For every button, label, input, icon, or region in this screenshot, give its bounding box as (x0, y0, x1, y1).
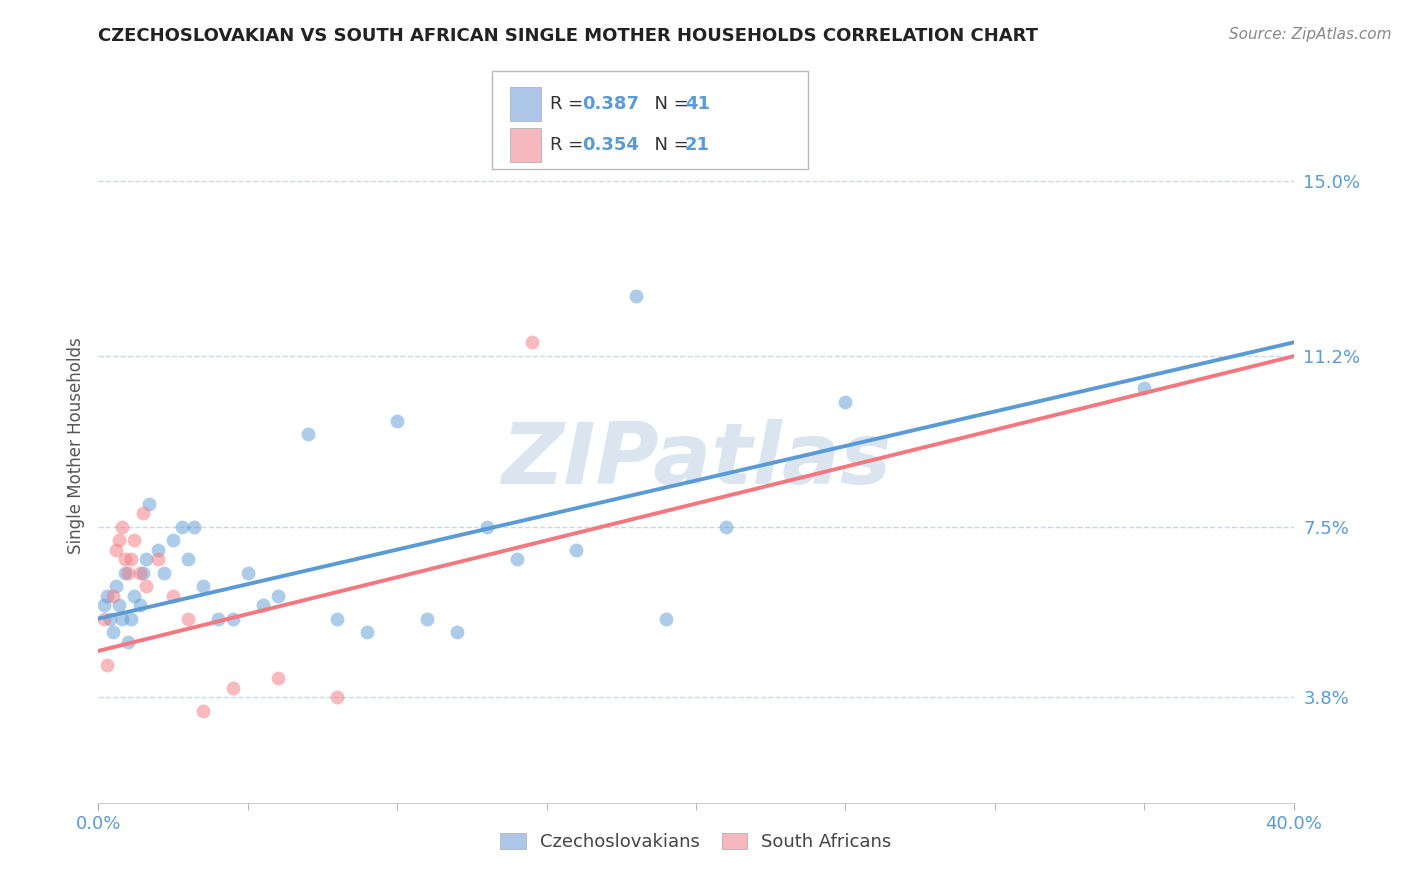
Point (108, 598, 131, 612)
Point (105, 542, 128, 557)
Point (475, 519, 498, 533)
Point (132, 506, 155, 520)
Point (114, 551, 136, 566)
Point (506, 551, 529, 566)
Point (356, 625, 378, 640)
Point (183, 519, 205, 533)
Point (222, 681, 245, 695)
Point (135, 551, 157, 566)
Legend: Czechoslovakians, South Africans: Czechoslovakians, South Africans (494, 825, 898, 858)
Text: N =: N = (643, 95, 695, 113)
Text: CZECHOSLOVAKIAN VS SOUTH AFRICAN SINGLE MOTHER HOUSEHOLDS CORRELATION CHART: CZECHOSLOVAKIAN VS SOUTH AFRICAN SINGLE … (98, 27, 1039, 45)
Point (129, 566, 152, 580)
Point (129, 598, 152, 612)
Text: R =: R = (550, 136, 589, 154)
Point (207, 612, 229, 626)
Point (117, 634, 139, 648)
Text: ZIPatlas: ZIPatlas (501, 418, 891, 502)
Point (108, 533, 131, 548)
Text: N =: N = (643, 136, 695, 154)
Point (132, 566, 155, 580)
Point (120, 612, 142, 626)
Point (93, 612, 115, 626)
Point (714, 519, 737, 533)
Point (162, 589, 184, 603)
Point (177, 612, 200, 626)
Text: Source: ZipAtlas.com: Source: ZipAtlas.com (1229, 27, 1392, 42)
Point (96, 657, 118, 672)
Point (626, 289, 648, 303)
Point (153, 566, 176, 580)
Point (416, 612, 439, 626)
Point (252, 598, 274, 612)
Point (93, 598, 115, 612)
Point (148, 551, 170, 566)
Point (267, 672, 290, 686)
Point (191, 579, 214, 593)
Point (103, 589, 125, 603)
Point (98, 612, 122, 626)
Point (172, 519, 194, 533)
Point (120, 551, 142, 566)
Point (565, 542, 588, 557)
Point (385, 414, 409, 428)
Point (326, 612, 349, 626)
Text: R =: R = (550, 95, 589, 113)
Point (446, 625, 468, 640)
Point (96, 589, 118, 603)
Point (124, 589, 146, 603)
Point (105, 579, 128, 593)
Point (834, 395, 856, 409)
Point (117, 566, 139, 580)
Point (236, 566, 259, 580)
Y-axis label: Single Mother Households: Single Mother Households (66, 338, 84, 554)
Point (111, 519, 134, 533)
Point (326, 690, 349, 704)
Point (520, 335, 543, 350)
Point (177, 551, 200, 566)
Point (114, 566, 136, 580)
Point (124, 533, 146, 548)
Point (148, 542, 170, 557)
Text: 21: 21 (685, 136, 710, 154)
Point (297, 427, 319, 442)
Text: 0.387: 0.387 (582, 95, 640, 113)
Text: 0.354: 0.354 (582, 136, 638, 154)
Point (1133, 381, 1156, 395)
Point (162, 533, 184, 548)
Point (655, 612, 678, 626)
Text: 41: 41 (685, 95, 710, 113)
Point (191, 704, 214, 718)
Point (111, 612, 134, 626)
Point (135, 579, 157, 593)
Point (103, 625, 125, 640)
Point (222, 612, 245, 626)
Point (267, 589, 290, 603)
Point (138, 497, 160, 511)
